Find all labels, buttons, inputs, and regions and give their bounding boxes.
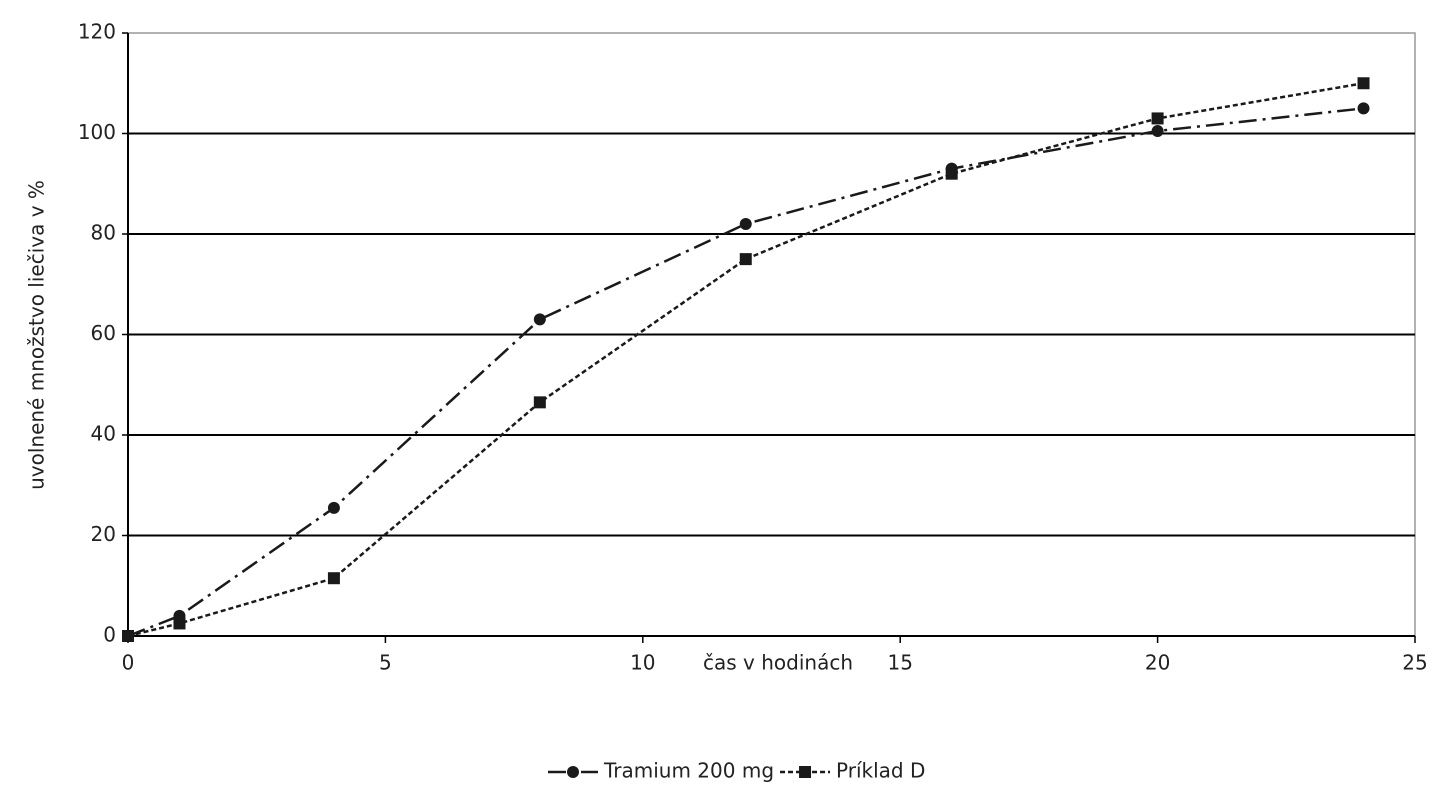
legend-marker	[799, 766, 812, 778]
marker	[739, 217, 752, 230]
y-tick-label: 60	[91, 321, 116, 345]
marker	[122, 630, 134, 642]
x-tick-label: 25	[1402, 651, 1427, 675]
y-tick-label: 100	[78, 120, 116, 144]
x-tick-label: 0	[122, 651, 135, 675]
x-tick-label: 5	[379, 651, 392, 675]
x-axis-label: čas v hodinách	[703, 651, 853, 675]
y-tick-label: 0	[103, 623, 116, 647]
x-tick-label: 20	[1145, 651, 1170, 675]
legend-marker	[567, 766, 579, 778]
marker	[1357, 77, 1370, 90]
marker	[1357, 102, 1370, 115]
y-tick-label: 20	[91, 522, 116, 546]
marker	[1151, 112, 1164, 125]
marker	[327, 572, 340, 585]
series-line	[127, 107, 1364, 638]
marker	[327, 501, 340, 514]
marker	[533, 396, 546, 409]
legend-label: Príklad D	[836, 759, 925, 783]
marker	[173, 617, 186, 630]
x-tick-label: 10	[630, 651, 655, 675]
marker	[1151, 124, 1164, 137]
y-tick-label: 120	[78, 20, 116, 44]
legend-label: Tramium 200 mg	[603, 759, 774, 783]
x-tick-label: 15	[887, 651, 912, 675]
y-tick-label: 40	[91, 422, 116, 446]
marker	[533, 313, 546, 326]
y-tick-label: 80	[91, 221, 116, 245]
marker	[739, 253, 752, 266]
marker	[945, 167, 958, 180]
series-line	[127, 82, 1364, 638]
y-axis-label: uvolnené množstvo liečiva v %	[25, 180, 49, 490]
